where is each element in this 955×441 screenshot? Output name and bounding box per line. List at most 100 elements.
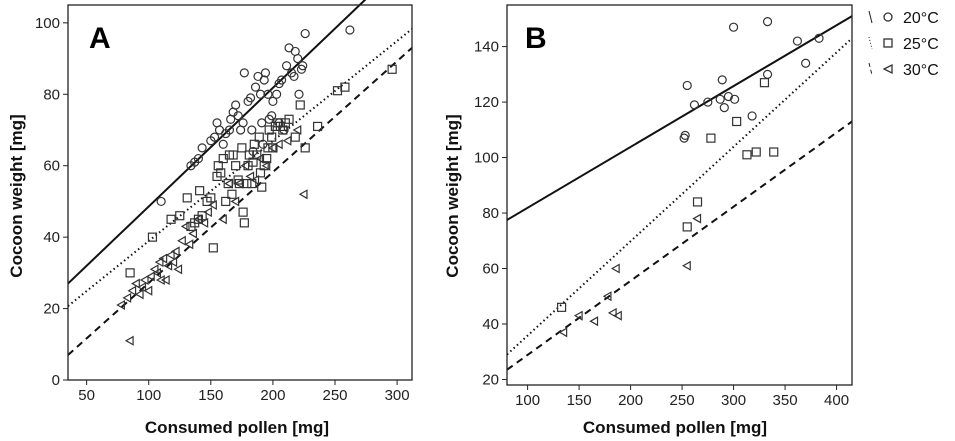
data-point-triangle <box>613 310 622 321</box>
data-point-triangle <box>261 160 271 171</box>
data-point-square <box>278 125 288 135</box>
y-tick-label: 60 <box>482 261 499 278</box>
data-point-circle <box>267 111 277 121</box>
data-point-circle <box>272 89 282 99</box>
data-point-circle <box>792 36 803 46</box>
data-point-square <box>221 196 231 207</box>
x-tick-label: 250 <box>670 392 695 409</box>
data-point-triangle <box>245 171 255 182</box>
y-tick-label: 20 <box>43 301 60 318</box>
data-point-circle <box>682 80 692 91</box>
data-point-square <box>239 218 249 228</box>
y-tick-label: 40 <box>43 229 60 246</box>
data-point-triangle <box>158 253 168 264</box>
data-point-square <box>257 182 267 192</box>
fit-line-solid <box>506 15 853 221</box>
data-point-circle <box>729 94 740 104</box>
y-tick-label: 120 <box>474 94 499 111</box>
data-point-square <box>125 268 135 278</box>
legend-label: 30°C <box>903 62 939 79</box>
data-point-triangle <box>145 271 155 282</box>
data-point-square <box>238 207 248 217</box>
data-point-circle <box>250 82 261 92</box>
data-point-triangle <box>163 260 173 271</box>
panel-b-ticks: 100 150 200 250 300 350 400 20 40 60 80 100 120 140 <box>474 39 849 409</box>
data-point-circle <box>801 58 811 68</box>
panel-b-fit-lines <box>506 15 853 371</box>
data-point-circle <box>762 69 773 79</box>
data-point-triangle <box>573 310 583 321</box>
data-point-circle <box>197 143 207 153</box>
data-point-circle <box>289 71 299 82</box>
data-point-triangle <box>131 278 140 289</box>
data-point-circle <box>723 91 734 102</box>
data-point-triangle <box>137 282 147 293</box>
data-point-triangle <box>250 174 260 186</box>
y-tick-label: 80 <box>43 86 60 103</box>
legend-marker-square <box>883 38 893 48</box>
y-tick-label: 80 <box>482 205 499 222</box>
legend-entry-20c: 20°C <box>868 10 939 27</box>
data-point-square <box>259 161 269 171</box>
data-point-circle <box>257 118 267 128</box>
fit-line-dotted <box>506 37 853 356</box>
data-point-square <box>147 232 158 242</box>
data-point-triangle <box>602 291 612 302</box>
data-point-circle <box>747 111 757 121</box>
panel-a-points <box>116 25 397 346</box>
data-point-square <box>556 302 567 312</box>
data-point-triangle <box>116 299 126 311</box>
data-point-square <box>166 214 176 224</box>
legend-marker-circle <box>883 12 893 22</box>
y-tick-label: 60 <box>43 158 60 175</box>
data-point-triangle <box>155 274 165 286</box>
data-point-square <box>300 143 310 153</box>
data-point-square <box>267 132 277 142</box>
data-point-triangle <box>193 214 202 225</box>
data-point-circle <box>156 196 166 207</box>
data-point-triangle <box>127 285 137 296</box>
data-point-square <box>313 121 323 132</box>
data-point-circle <box>277 75 287 85</box>
panel-a-fit-lines <box>67 0 413 356</box>
data-point-circle <box>715 94 725 104</box>
data-point-square <box>254 132 264 142</box>
data-point-circle <box>728 22 739 32</box>
data-point-triangle <box>122 292 132 303</box>
data-point-circle <box>233 111 243 121</box>
legend-marker-triangle <box>882 63 893 75</box>
panel-a-x-axis-label: Consumed pollen [mg] <box>145 418 329 437</box>
data-point-square <box>692 197 703 207</box>
data-point-triangle <box>184 239 194 250</box>
data-point-circle <box>294 89 304 99</box>
data-point-triangle <box>234 178 243 189</box>
data-point-square <box>387 64 397 74</box>
panel-b-points <box>556 17 824 338</box>
data-point-triangle <box>203 207 212 218</box>
data-point-square <box>742 150 752 160</box>
data-point-circle <box>263 89 273 99</box>
data-point-circle <box>293 53 303 64</box>
data-point-circle <box>224 125 235 135</box>
panel-b-x-axis-label: Consumed pollen [mg] <box>583 418 767 437</box>
y-tick-label: 100 <box>474 150 499 167</box>
data-point-circle <box>281 61 292 71</box>
data-point-square <box>206 193 216 203</box>
data-point-square <box>227 189 237 199</box>
data-point-square <box>208 243 218 253</box>
legend-line-solid <box>868 10 873 24</box>
legend-label: 20°C <box>903 10 939 27</box>
data-point-triangle <box>170 246 180 257</box>
data-point-circle <box>247 125 257 135</box>
data-point-circle <box>231 100 241 110</box>
data-point-triangle <box>199 217 209 228</box>
x-tick-label: 350 <box>773 392 798 409</box>
x-tick-label: 400 <box>824 392 849 409</box>
data-point-square <box>182 193 192 203</box>
y-tick-label: 40 <box>482 316 499 333</box>
data-point-square <box>759 78 770 88</box>
data-point-triangle <box>168 257 178 268</box>
data-point-square <box>228 150 238 160</box>
data-point-triangle <box>165 249 175 261</box>
